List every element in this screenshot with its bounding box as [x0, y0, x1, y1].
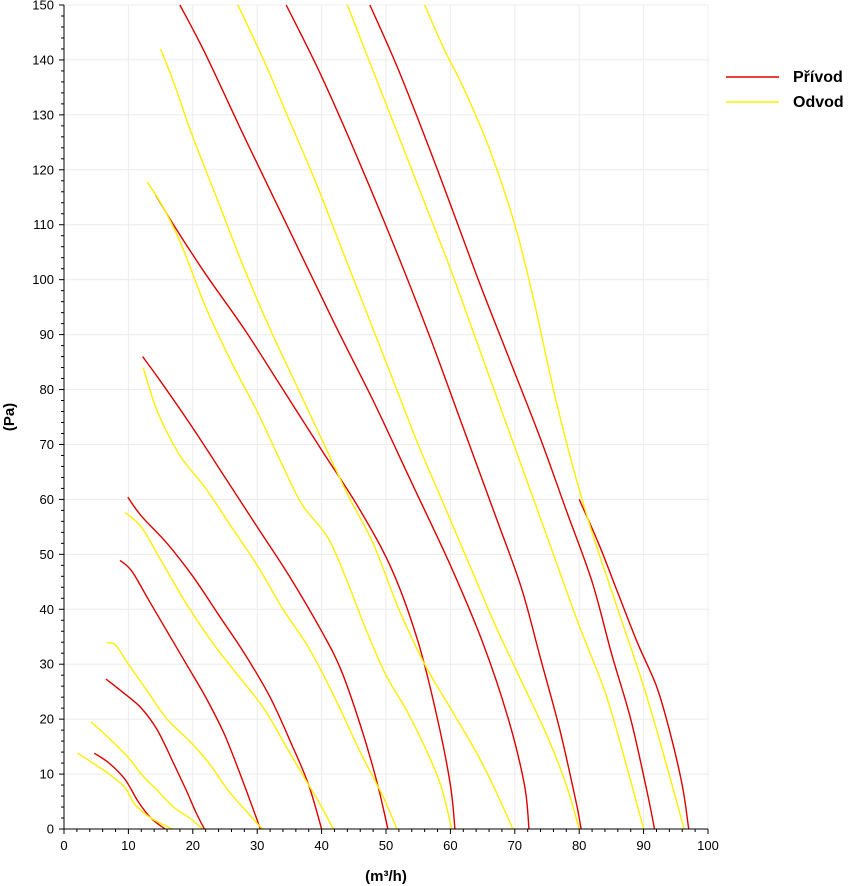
y-tick-label: 100	[32, 272, 54, 287]
x-tick-label: 0	[60, 838, 67, 853]
y-tick-label: 80	[40, 382, 54, 397]
odvod-curve	[423, 4, 685, 830]
x-tick-label: 90	[636, 838, 650, 853]
legend: Přívod Odvod	[726, 69, 844, 111]
y-tick-label: 0	[47, 822, 54, 837]
y-tick-label: 120	[32, 162, 54, 177]
y-tick-label: 30	[40, 657, 54, 672]
privod-curve	[369, 4, 656, 830]
y-tick-label: 50	[40, 547, 54, 562]
y-tick-label: 70	[40, 437, 54, 452]
y-tick-label: 140	[32, 52, 54, 67]
series-lines	[77, 4, 690, 830]
legend-label-odvod: Odvod	[793, 94, 844, 111]
odvod-curve	[346, 4, 645, 830]
privod-curve	[142, 356, 389, 830]
y-tick-label: 60	[40, 492, 54, 507]
odvod-curve	[106, 641, 263, 830]
odvod-curve	[237, 4, 580, 830]
y-tick-label: 40	[40, 602, 54, 617]
x-tick-label: 20	[186, 838, 200, 853]
y-tick-label: 20	[40, 712, 54, 727]
privod-curve	[578, 499, 690, 830]
odvod-curve	[142, 367, 398, 830]
x-tick-label: 30	[250, 838, 264, 853]
x-tick-label: 50	[379, 838, 393, 853]
y-tick-label: 10	[40, 767, 54, 782]
x-tick-label: 60	[443, 838, 457, 853]
privod-curve	[154, 194, 456, 830]
y-tick-label: 130	[32, 107, 54, 122]
odvod-curve	[146, 181, 453, 830]
privod-curve	[285, 4, 582, 830]
odvod-curve	[159, 48, 514, 830]
odvod-curve	[77, 752, 173, 830]
privod-curve	[119, 559, 262, 830]
privod-curve	[105, 678, 206, 830]
axes: 0 10 20 30 40 50 60 70 80 90 100 0 10 20 30 40 50 60 70 80 9…	[32, 0, 719, 853]
y-tick-label: 150	[32, 0, 54, 13]
x-tick-label: 70	[508, 838, 522, 853]
y-tick-label: 90	[40, 327, 54, 342]
x-tick-label: 100	[697, 838, 719, 853]
privod-curve	[179, 4, 530, 830]
odvod-curve	[90, 721, 203, 830]
odvod-curve	[124, 512, 334, 830]
y-tick-label: 110	[33, 217, 54, 232]
y-axis-title: (Pa)	[1, 403, 18, 431]
privod-curve	[127, 496, 323, 830]
x-tick-label: 80	[572, 838, 586, 853]
x-axis-title: (m³/h)	[365, 868, 407, 885]
x-tick-label: 40	[314, 838, 328, 853]
legend-label-privod: Přívod	[793, 69, 843, 86]
x-tick-label: 10	[121, 838, 135, 853]
